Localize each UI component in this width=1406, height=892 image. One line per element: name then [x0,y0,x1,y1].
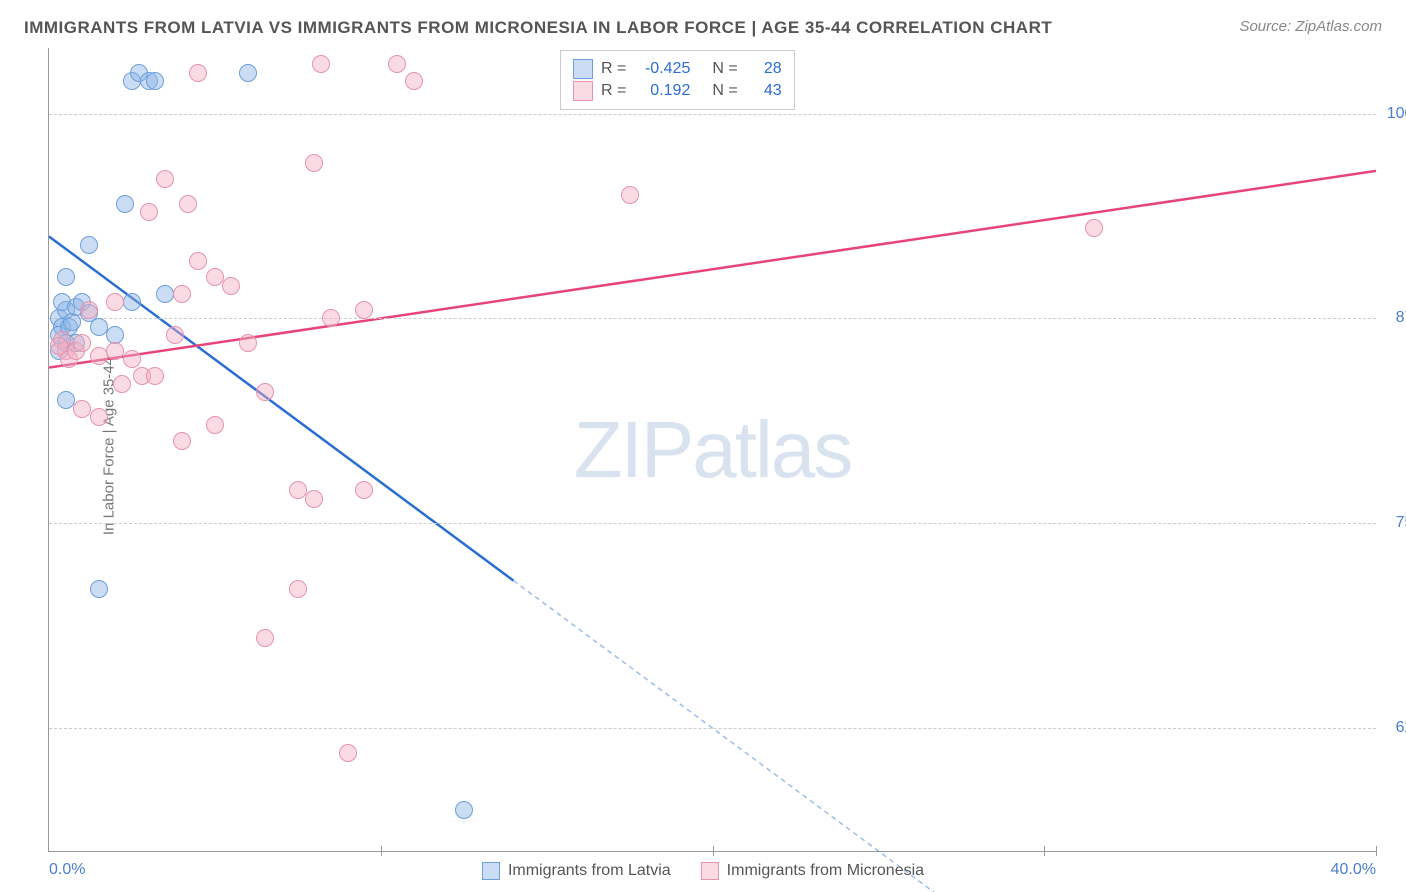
source-attribution: Source: ZipAtlas.com [1239,18,1382,35]
series-legend-item: Immigrants from Micronesia [701,862,924,880]
scatter-point [1085,219,1103,237]
scatter-point [305,154,323,172]
scatter-point [156,285,174,303]
scatter-point [156,170,174,188]
chart-plot-area: ZIPatlas 62.5%75.0%87.5%100.0%0.0%40.0% [48,48,1376,852]
legend-r-label: R = [601,60,626,78]
scatter-point [189,64,207,82]
scatter-point [206,416,224,434]
legend-n-value: 28 [752,60,782,78]
series-legend-label: Immigrants from Micronesia [727,862,924,880]
scatter-point [173,432,191,450]
scatter-point [455,801,473,819]
legend-n-label: N = [712,82,737,100]
legend-swatch [573,59,593,79]
series-legend-swatch [701,862,719,880]
series-legend-label: Immigrants from Latvia [508,862,671,880]
grid-h-line [49,114,1376,115]
scatter-point [146,72,164,90]
scatter-point [106,342,124,360]
grid-v-line [1376,846,1377,856]
series-legend-swatch [482,862,500,880]
scatter-point [355,481,373,499]
legend-row: R = 0.192 N = 43 [573,81,782,101]
legend-r-value: -0.425 [640,60,690,78]
y-tick-label: 100.0% [1387,105,1406,123]
grid-v-line [381,846,382,856]
scatter-point [388,55,406,73]
scatter-point [405,72,423,90]
grid-h-line [49,728,1376,729]
scatter-point [312,55,330,73]
scatter-point [90,408,108,426]
legend-row: R = -0.425 N = 28 [573,59,782,79]
scatter-point [80,236,98,254]
legend-r-value: 0.192 [640,82,690,100]
scatter-point [50,337,68,355]
series-legend: Immigrants from Latvia Immigrants from Mi… [482,862,924,880]
scatter-point [140,203,158,221]
scatter-point [106,326,124,344]
scatter-point [57,268,75,286]
grid-v-line [1044,846,1045,856]
y-tick-label: 62.5% [1396,719,1406,737]
scatter-point [173,285,191,303]
x-tick-label-min: 0.0% [49,861,85,879]
y-tick-label: 75.0% [1396,514,1406,532]
regression-lines [49,48,1376,851]
scatter-point [90,580,108,598]
scatter-point [322,309,340,327]
scatter-point [123,350,141,368]
scatter-point [339,744,357,762]
scatter-point [239,334,257,352]
scatter-point [256,629,274,647]
scatter-point [166,326,184,344]
scatter-point [106,293,124,311]
scatter-point [73,334,91,352]
y-tick-label: 87.5% [1396,309,1406,327]
scatter-point [116,195,134,213]
scatter-point [239,64,257,82]
scatter-point [90,347,108,365]
grid-h-line [49,523,1376,524]
scatter-point [146,367,164,385]
scatter-point [256,383,274,401]
scatter-point [355,301,373,319]
scatter-point [113,375,131,393]
legend-r-label: R = [601,82,626,100]
legend-n-value: 43 [752,82,782,100]
scatter-point [305,490,323,508]
correlation-legend: R = -0.425 N = 28 R = 0.192 N = 43 [560,50,795,110]
scatter-point [123,293,141,311]
scatter-point [206,268,224,286]
legend-swatch [573,81,593,101]
grid-h-line [49,318,1376,319]
scatter-point [189,252,207,270]
legend-n-label: N = [712,60,737,78]
scatter-point [73,400,91,418]
grid-v-line [713,846,714,856]
scatter-point [222,277,240,295]
scatter-point [57,391,75,409]
scatter-point [289,481,307,499]
series-legend-item: Immigrants from Latvia [482,862,671,880]
scatter-point [80,301,98,319]
scatter-point [179,195,197,213]
scatter-point [621,186,639,204]
x-tick-label-max: 40.0% [1331,861,1376,879]
scatter-point [289,580,307,598]
chart-title: IMMIGRANTS FROM LATVIA VS IMMIGRANTS FRO… [24,18,1052,38]
